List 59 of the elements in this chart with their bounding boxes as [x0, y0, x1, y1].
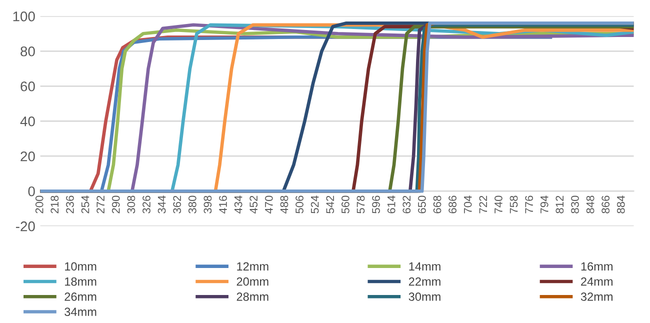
x-tick-label: 272 — [96, 196, 104, 214]
y-tick-label: 80 — [20, 46, 35, 56]
x-tick-label: 326 — [142, 196, 150, 214]
y-tick-label: -20 — [16, 221, 35, 232]
x-tick-label: 614 — [387, 196, 396, 214]
x-tick-label: 722 — [479, 196, 487, 214]
x-tick-label: 524 — [310, 196, 319, 214]
x-tick-label: 434 — [234, 196, 242, 214]
y-tick-label: 20 — [20, 151, 35, 162]
x-tick-label: 398 — [204, 196, 212, 214]
legend-label: 24mm — [581, 277, 612, 286]
x-tick-label: 344 — [158, 196, 166, 214]
legend-label: 26mm — [64, 292, 96, 301]
x-tick-label: 884 — [616, 196, 625, 214]
x-tick-label: 380 — [188, 196, 196, 214]
y-tick-label: 60 — [20, 81, 35, 92]
x-tick-label: 632 — [402, 196, 411, 214]
x-tick-label: 200 — [35, 196, 44, 214]
x-tick-label: 848 — [586, 196, 594, 214]
x-tick-label: 794 — [540, 196, 548, 214]
x-tick-label: 506 — [296, 196, 304, 214]
legend-label: 30mm — [408, 292, 440, 301]
x-tick-label: 650 — [418, 196, 426, 214]
x-tick-label: 578 — [356, 196, 365, 214]
y-tick-label: 40 — [20, 116, 35, 126]
x-tick-label: 362 — [173, 196, 182, 214]
x-tick-label: 686 — [448, 196, 456, 214]
x-tick-label: 308 — [127, 196, 136, 214]
y-tick-label: 0 — [28, 186, 35, 196]
x-tick-label: 866 — [602, 196, 610, 214]
x-tick-label: 254 — [81, 196, 90, 214]
legend-label: 34mm — [64, 308, 96, 316]
y-tick-label: 100 — [13, 11, 35, 22]
x-tick-label: 560 — [341, 196, 350, 214]
legend-label: 18mm — [65, 277, 96, 286]
x-tick-label: 470 — [264, 196, 273, 214]
x-tick-label: 740 — [494, 196, 502, 214]
legend-label: 22mm — [408, 277, 440, 286]
legend-label: 32mm — [580, 292, 612, 301]
x-tick-label: 776 — [525, 196, 534, 214]
x-tick-label: 236 — [66, 196, 74, 214]
x-tick-label: 218 — [50, 196, 59, 214]
legend-label: 16mm — [581, 262, 612, 271]
legend-label: 14mm — [409, 262, 440, 270]
legend-label: 12mm — [237, 262, 268, 270]
x-tick-label: 812 — [556, 196, 564, 214]
x-tick-label: 416 — [219, 196, 227, 214]
x-tick-label: 758 — [510, 196, 518, 214]
x-tick-label: 668 — [433, 196, 442, 214]
x-tick-label: 704 — [464, 196, 472, 214]
x-tick-label: 830 — [571, 196, 579, 214]
legend-label: 28mm — [236, 292, 268, 301]
x-tick-label: 596 — [372, 196, 380, 214]
x-tick-label: 452 — [250, 196, 258, 214]
legend-label: 10mm — [65, 262, 96, 271]
x-tick-label: 290 — [112, 196, 120, 214]
legend-label: 20mm — [236, 277, 268, 286]
x-tick-label: 488 — [280, 196, 288, 214]
x-tick-label: 542 — [326, 196, 334, 214]
